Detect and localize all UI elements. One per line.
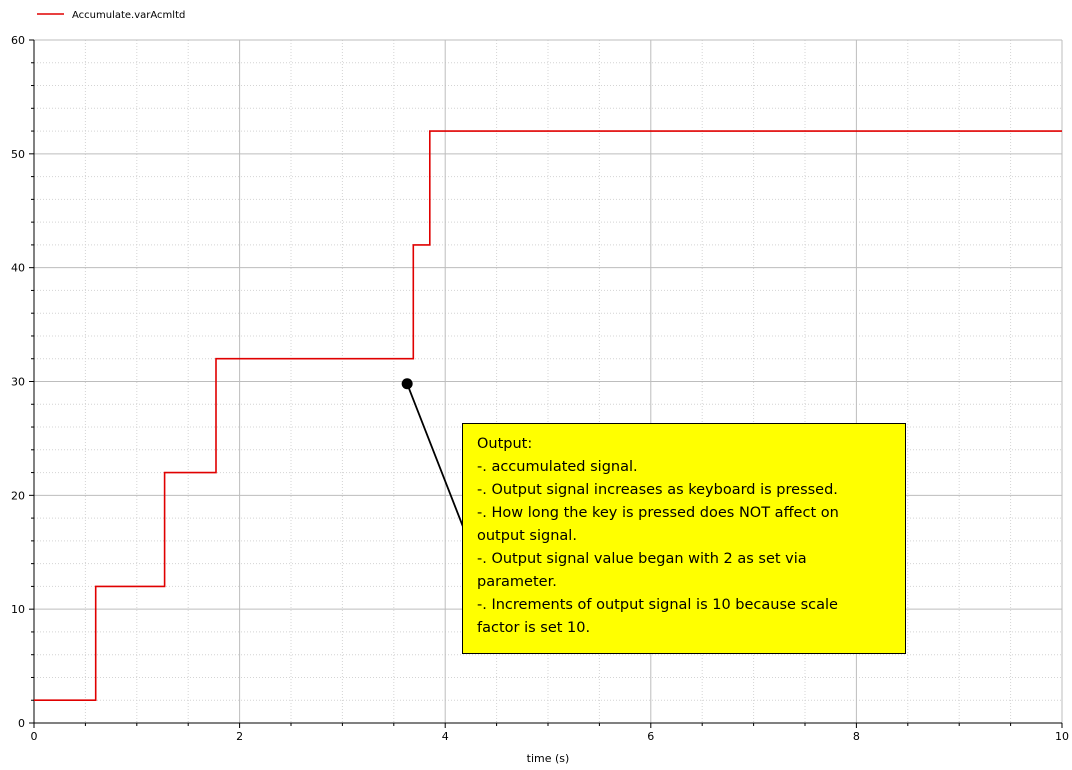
x-tick-label: 2 [236,730,243,743]
annotation-line: Output: [477,436,533,452]
x-tick-label: 0 [31,730,38,743]
x-tick-label: 4 [442,730,449,743]
series-layer [34,130,1062,702]
annotation-line: -. Increments of output signal is 10 bec… [477,597,838,613]
axis-ticks: 0 2 4 6 8 10 0 10 20 30 40 50 60 [11,34,1069,743]
annotation-line: parameter. [477,574,557,590]
annotation-line: -. Output signal increases as keyboard i… [477,482,838,498]
annotation-line: -. Output signal value began with 2 as s… [477,551,807,567]
x-tick-label: 8 [853,730,860,743]
annotation-line: factor is set 10. [477,620,591,636]
y-tick-label: 10 [11,603,25,616]
y-tick-label: 60 [11,34,25,47]
annotation-note: Output: -. accumulated signal. -. Output s… [462,423,906,654]
legend: Accumulate.varAcmltd [37,10,185,21]
y-tick-label: 20 [11,489,25,502]
x-axis-label: time (s) [527,752,570,765]
x-tick-label: 10 [1055,730,1069,743]
y-tick-label: 0 [18,717,25,730]
legend-label: Accumulate.varAcmltd [72,10,185,21]
annotation-line: output signal. [477,528,577,544]
y-tick-label: 30 [11,376,25,389]
y-tick-label: 40 [11,262,25,275]
x-tick-label: 6 [647,730,654,743]
series-line [34,130,1062,702]
y-tick-label: 50 [11,148,25,161]
annotation-marker [401,378,413,390]
annotation-line: -. How long the key is pressed does NOT … [477,505,839,521]
annotation-line: -. accumulated signal. [477,459,638,475]
